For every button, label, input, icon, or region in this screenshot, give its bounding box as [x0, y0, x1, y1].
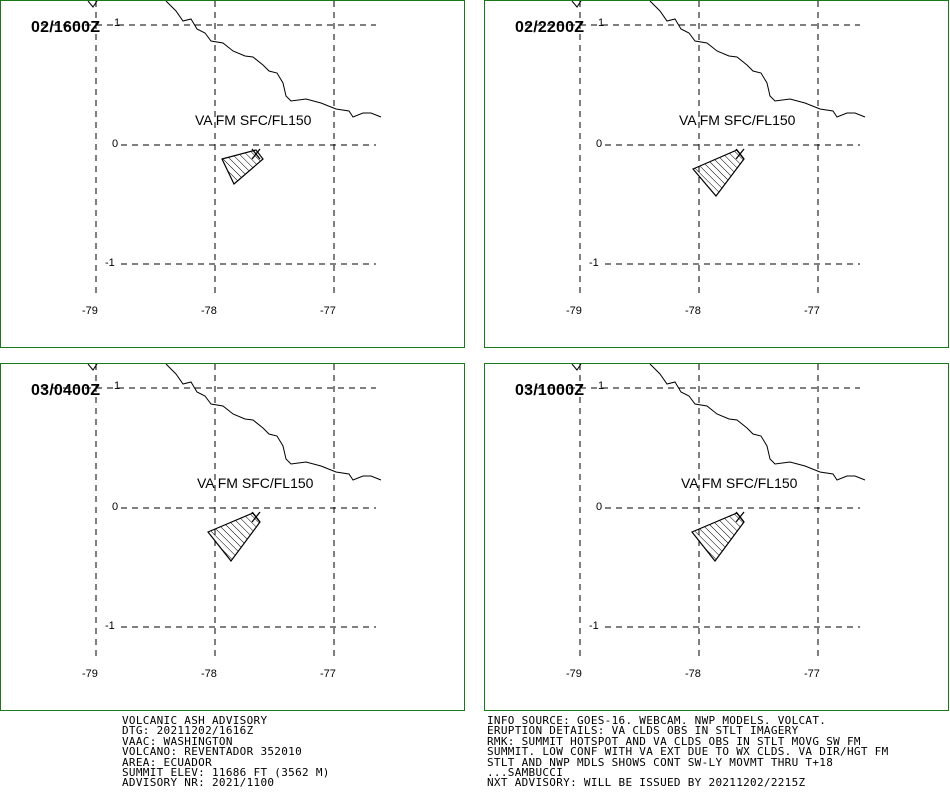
coastline	[649, 1, 866, 118]
map-canvas	[525, 1, 866, 297]
coastline-tick	[571, 1, 582, 8]
lat-label-0: 0	[112, 138, 119, 150]
ash-level-label: VA FM SFC/FL150	[195, 112, 312, 128]
advisory-line: VAAC: WASHINGTON	[122, 734, 233, 748]
lon-label-77: -77	[320, 668, 336, 680]
lat-label-1: 1	[598, 17, 605, 29]
volcano-marker	[251, 148, 261, 160]
lat-label-minus1: -1	[105, 257, 115, 269]
advisory-line: DTG: 20211202/1616Z	[122, 724, 254, 738]
advisory-line: ADVISORY NR: 2021/1100	[122, 776, 275, 790]
lon-label-79: -79	[566, 305, 582, 317]
advisory-line: VOLCANIC ASH ADVISORY	[122, 714, 268, 727]
lat-label-1: 1	[598, 380, 605, 392]
coastline	[649, 364, 866, 481]
coastline	[165, 364, 382, 481]
coastline-tick	[87, 364, 98, 371]
coastline-tick	[87, 1, 98, 8]
advisory-line: ERUPTION DETAILS: VA CLDS OBS IN STLT IM…	[487, 724, 799, 738]
map-panel-4: 03/1000Z 1 0 -1 -79 -78 -77 VA FM SFC/FL…	[484, 363, 949, 711]
ash-cloud-area	[207, 512, 261, 562]
advisory-line: SUMMIT ELEV: 11686 FT (3562 M)	[122, 766, 330, 780]
coastline-tick	[571, 364, 582, 371]
forecast-time: 02/1600Z	[31, 19, 101, 36]
lat-label-0: 0	[596, 138, 603, 150]
lon-label-77: -77	[804, 668, 820, 680]
lat-label-minus1: -1	[589, 620, 599, 632]
ash-level-label: VA FM SFC/FL150	[197, 475, 314, 491]
lon-label-77: -77	[804, 305, 820, 317]
map-canvas	[41, 1, 382, 297]
volcano-marker	[735, 148, 745, 160]
lat-label-0: 0	[112, 501, 119, 513]
advisory-line: RMK: SUMMIT HOTSPOT AND VA CLDS OBS IN S…	[487, 734, 861, 748]
advisory-details-block: INFO SOURCE: GOES-16. WEBCAM. NWP MODELS…	[487, 714, 889, 790]
lon-label-79: -79	[82, 668, 98, 680]
map-panel-3: 03/0400Z 1 0 -1 -79 -78 -77 VA FM SFC/FL…	[0, 363, 465, 711]
forecast-time: 03/1000Z	[515, 382, 585, 399]
advisory-header-block: VOLCANIC ASH ADVISORY DTG: 20211202/1616Z…	[122, 714, 330, 790]
lon-label-78: -78	[201, 305, 217, 317]
lon-label-78: -78	[201, 668, 217, 680]
lon-label-78: -78	[685, 668, 701, 680]
lon-label-79: -79	[82, 305, 98, 317]
volcano-marker	[735, 511, 745, 523]
map-canvas	[525, 364, 866, 660]
lon-label-77: -77	[320, 305, 336, 317]
advisory-line: AREA: ECUADOR	[122, 755, 212, 769]
lon-label-78: -78	[685, 305, 701, 317]
forecast-time: 02/2200Z	[515, 19, 585, 36]
advisory-line: VOLCANO: REVENTADOR 352010	[122, 745, 302, 759]
map-panel-1: 02/1600Z 1 0 -1 -79 -78 -77 VA FM SFC/FL…	[0, 0, 465, 348]
lat-label-minus1: -1	[589, 257, 599, 269]
lat-label-0: 0	[596, 501, 603, 513]
advisory-line: ...SAMBUCCI	[487, 766, 564, 780]
advisory-line: NXT ADVISORY: WILL BE ISSUED BY 20211202…	[487, 776, 806, 790]
lat-label-1: 1	[114, 380, 121, 392]
map-canvas	[41, 364, 382, 660]
lat-label-minus1: -1	[105, 620, 115, 632]
ash-level-label: VA FM SFC/FL150	[681, 475, 798, 491]
volcano-marker	[251, 511, 261, 523]
ash-cloud-area	[691, 512, 745, 562]
map-panel-2: 02/2200Z 1 0 -1 -79 -78 -77 VA FM SFC/FL…	[484, 0, 949, 348]
advisory-line: INFO SOURCE: GOES-16. WEBCAM. NWP MODELS…	[487, 714, 827, 727]
advisory-line: STLT AND NWP MDLS SHOWS CONT SW-LY MOVMT…	[487, 755, 834, 769]
ash-level-label: VA FM SFC/FL150	[679, 112, 796, 128]
lat-label-1: 1	[114, 17, 121, 29]
advisory-line: SUMMIT. LOW CONF WITH VA EXT DUE TO WX C…	[487, 745, 889, 759]
coastline	[165, 1, 382, 118]
ash-cloud-area	[692, 149, 745, 197]
forecast-time: 03/0400Z	[31, 382, 101, 399]
lon-label-79: -79	[566, 668, 582, 680]
